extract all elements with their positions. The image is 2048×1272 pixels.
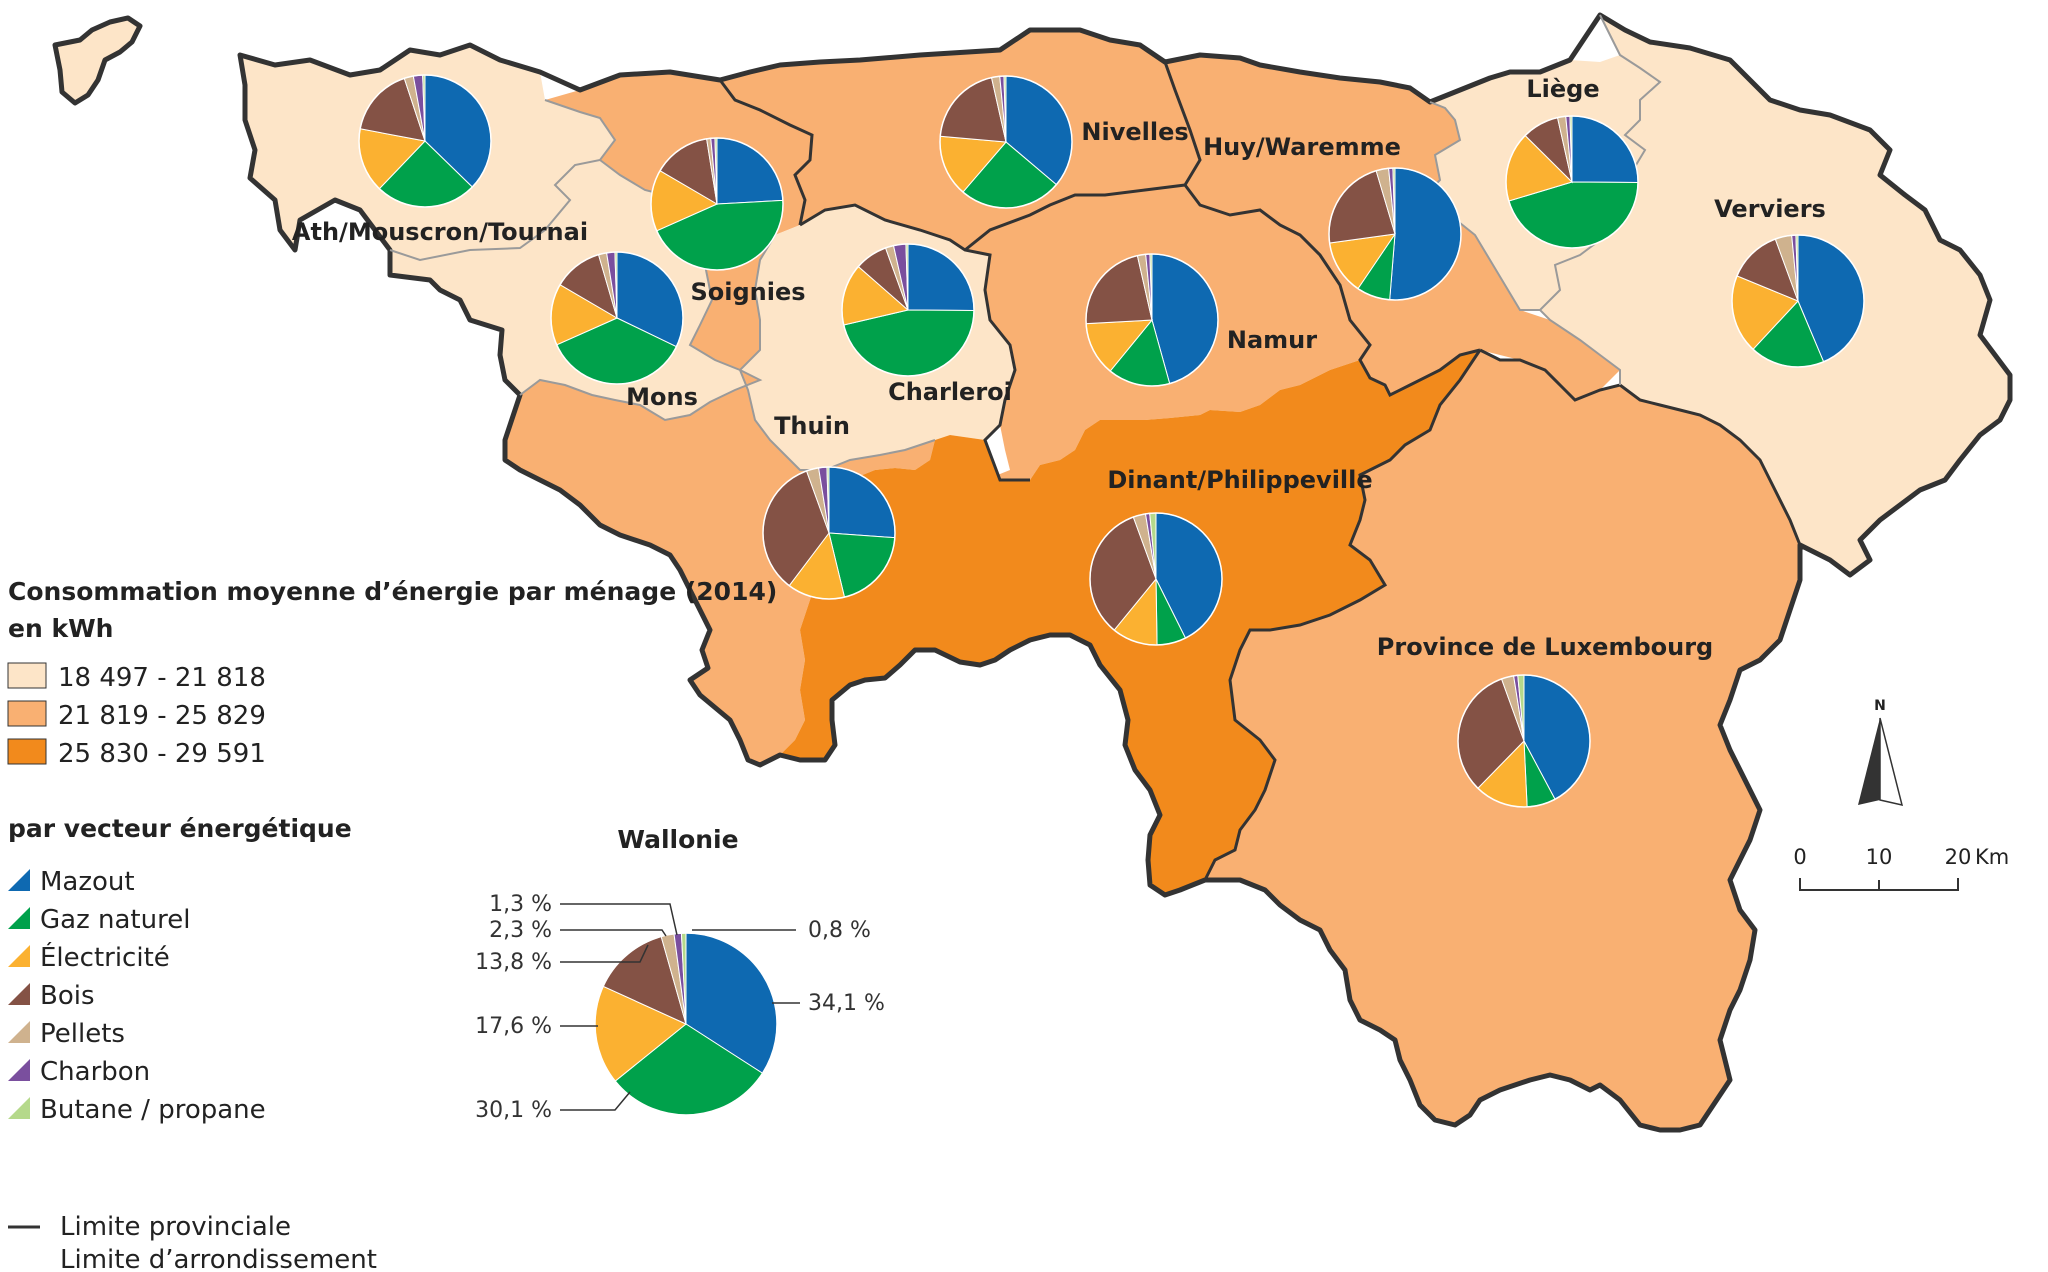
north-arrow-dark-half xyxy=(1858,718,1880,805)
pie-charleroi xyxy=(841,243,975,377)
provincial-border-exclave xyxy=(52,15,143,106)
pie-outline xyxy=(1089,512,1223,646)
legend-label-district: Limite d’arrondissement xyxy=(60,1245,377,1272)
provincial-border-hainaut-namur xyxy=(799,203,1030,482)
region-label-nivelles: Nivelles xyxy=(1081,118,1188,146)
legend-class-swatch-3 xyxy=(7,738,47,765)
scale-bar: 0 10 20 Km xyxy=(1793,845,2009,891)
legend-label-bois: Bois xyxy=(40,981,95,1011)
scale-tick-10: 10 xyxy=(1866,845,1893,869)
wallonie-label-bois: 13,8 % xyxy=(475,950,552,975)
wallonie-label-gaz: 30,1 % xyxy=(475,1098,552,1123)
pie-wallonie xyxy=(594,932,778,1116)
pie-outline xyxy=(1085,253,1219,387)
legend-swatch-bois xyxy=(8,983,30,1005)
wallonie-label-charbon: 1,3 % xyxy=(489,892,552,917)
legend-swatch-electricite xyxy=(8,945,30,967)
wallonie-title: Wallonie xyxy=(617,825,738,854)
pie-outline xyxy=(550,251,684,385)
legend-swatch-mazout xyxy=(8,869,30,891)
provincial-border-outline xyxy=(237,12,2013,1133)
pie-dinant xyxy=(1089,512,1223,646)
wallonie-label-pellets: 2,3 % xyxy=(489,918,552,943)
region-ath-exclave[interactable] xyxy=(55,18,140,103)
pie-outline xyxy=(939,75,1073,209)
region-label-ath: Ath/Mouscron/Tournai xyxy=(292,218,588,246)
legend-title-line2: en kWh xyxy=(8,614,113,643)
legend-class-label-1: 18 497 - 21 818 xyxy=(58,663,266,693)
region-label-verviers: Verviers xyxy=(1714,195,1826,223)
pie-luxembourg xyxy=(1457,674,1591,808)
legend-class-label-3: 25 830 - 29 591 xyxy=(58,739,266,769)
legend-swatch-charbon xyxy=(8,1059,30,1081)
pie-outline xyxy=(1731,234,1865,368)
legend-class-label-2: 21 819 - 25 829 xyxy=(58,701,266,731)
region-label-dinant: Dinant/Philippeville xyxy=(1107,466,1372,494)
pie-outline xyxy=(841,243,975,377)
legend-label-pellets: Pellets xyxy=(40,1019,125,1049)
pie-outline xyxy=(762,466,896,600)
legend-vector-title: par vecteur énergétique xyxy=(8,814,352,843)
provincial-border-brabant-hainaut xyxy=(718,79,814,226)
wallonie-label-electricite: 17,6 % xyxy=(475,1014,552,1039)
pie-outline xyxy=(1457,674,1591,808)
north-arrow: N xyxy=(1858,698,1904,807)
legend-label-mazout: Mazout xyxy=(40,867,135,897)
legend-vector-list: Mazout Gaz naturel Électricité Bois Pell… xyxy=(8,867,266,1125)
pie-verviers xyxy=(1731,234,1865,368)
pie-soignies xyxy=(650,137,784,271)
legend-label-gaz: Gaz naturel xyxy=(40,905,190,935)
pie-outline xyxy=(358,74,492,208)
region-label-luxembourg: Province de Luxembourg xyxy=(1377,633,1713,661)
region-label-charleroi: Charleroi xyxy=(888,378,1012,406)
wallonie-leaders xyxy=(560,903,800,1111)
north-label: N xyxy=(1874,698,1886,714)
pie-outline xyxy=(594,932,778,1116)
region-label-liege: Liège xyxy=(1526,75,1599,103)
legend-label-butane: Butane / propane xyxy=(40,1095,266,1125)
region-labels: Ath/Mouscron/Tournai Soignies Mons Charl… xyxy=(292,75,1826,661)
region-label-soignies: Soignies xyxy=(690,278,805,306)
pie-namur xyxy=(1085,253,1219,387)
scale-unit: Km xyxy=(1975,845,2009,869)
legend: Consommation moyenne d’énergie par ménag… xyxy=(7,577,777,1272)
legend-swatch-butane xyxy=(8,1097,30,1119)
pie-outline xyxy=(1505,115,1639,249)
pie-ath xyxy=(358,74,492,208)
legend-label-provincial: Limite provinciale xyxy=(60,1212,291,1242)
provincial-border-brabant-liege xyxy=(1139,43,1202,186)
wallonie-summary: Wallonie 1,3 % 2,3 % 13,8 % 17,6 % 30,1 … xyxy=(475,825,885,1123)
wallonie-label-mazout: 34,1 % xyxy=(808,991,885,1016)
pie-outline xyxy=(650,137,784,271)
pie-thuin xyxy=(762,466,896,600)
wallonie-label-butane: 0,8 % xyxy=(808,918,871,943)
pie-nivelles xyxy=(939,75,1073,209)
region-thuin[interactable] xyxy=(505,235,935,765)
pie-mons xyxy=(550,251,684,385)
scale-tick-0: 0 xyxy=(1793,845,1806,869)
legend-label-electricite: Électricité xyxy=(40,941,170,973)
legend-swatch-pellets xyxy=(8,1021,30,1043)
legend-class-swatch-1 xyxy=(7,662,47,689)
pie-huy xyxy=(1328,167,1462,301)
legend-title-line1: Consommation moyenne d’énergie par ménag… xyxy=(8,577,777,606)
provincial-border-namur-luxembourg xyxy=(1203,349,1482,881)
region-label-mons: Mons xyxy=(626,383,698,411)
pie-liege xyxy=(1505,115,1639,249)
scale-tick-20: 20 xyxy=(1945,845,1972,869)
north-arrow-light-half xyxy=(1879,717,1904,807)
provincial-border-brabant-namur xyxy=(964,183,1186,252)
region-label-huy: Huy/Waremme xyxy=(1203,133,1401,161)
legend-label-charbon: Charbon xyxy=(40,1057,150,1087)
region-label-thuin: Thuin xyxy=(774,412,850,440)
pie-outline xyxy=(1328,167,1462,301)
legend-swatch-gaz xyxy=(8,907,30,929)
region-pies xyxy=(358,74,1865,808)
legend-class-swatch-2 xyxy=(7,700,47,727)
provincial-border-liege-luxembourg xyxy=(1479,348,1802,546)
region-label-namur: Namur xyxy=(1227,326,1317,354)
provincial-border-namur-liege xyxy=(1183,184,1481,398)
